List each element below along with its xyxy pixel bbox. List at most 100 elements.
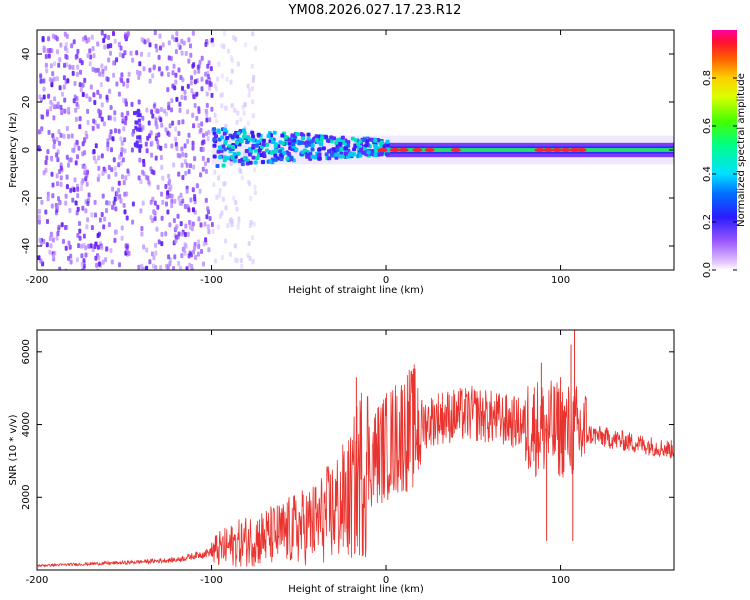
spectrogram-cell xyxy=(219,92,223,98)
spectrogram-cell xyxy=(119,45,123,51)
spectrogram-cell xyxy=(354,138,358,143)
spectrogram-cell xyxy=(55,152,59,158)
spectrogram-cell xyxy=(127,71,131,77)
spectrogram-cell xyxy=(51,237,55,243)
spectrogram-cell xyxy=(221,144,226,149)
spectrogram-cell xyxy=(92,118,96,124)
spectrogram-cell xyxy=(107,165,111,170)
spectrogram-cell xyxy=(71,65,75,70)
spectrogram-cell xyxy=(165,65,169,71)
spectrogram-cell xyxy=(117,91,121,97)
x-tick-label: -100 xyxy=(200,275,223,286)
spectrogram-cell xyxy=(111,136,115,142)
spectrogram-cell xyxy=(112,72,116,78)
spectrogram-cell xyxy=(49,243,53,249)
spectrogram-cell xyxy=(205,91,209,97)
spectrogram-cell xyxy=(149,130,153,136)
spectrogram-cell xyxy=(59,132,63,138)
spectrogram-cell xyxy=(78,228,82,234)
spectrogram-cell xyxy=(158,33,162,39)
spectrogram-cell xyxy=(249,195,253,201)
spectrogram-cell xyxy=(193,103,197,108)
spectral-peak xyxy=(534,148,545,152)
spectrogram-cell xyxy=(205,214,209,220)
spectrogram-cell xyxy=(189,163,192,169)
spectrogram-cell xyxy=(148,67,152,73)
spectrogram-cell xyxy=(95,262,99,268)
spectrogram-cell xyxy=(167,101,171,107)
spectrogram-cell xyxy=(136,113,140,118)
spectrogram-cell xyxy=(155,226,159,232)
spectrogram-cell xyxy=(254,45,258,51)
spectrogram-cell xyxy=(65,154,69,160)
spectrogram-cell xyxy=(41,114,45,120)
spectrogram-cell xyxy=(185,188,189,194)
spectral-peak xyxy=(424,148,435,152)
spectrogram-cell xyxy=(65,184,69,190)
spectrogram-cell xyxy=(287,137,292,142)
spectrogram-cell xyxy=(217,175,221,181)
spectrogram-cell xyxy=(234,257,238,263)
spectral-peak xyxy=(398,148,409,152)
spectrogram-cell xyxy=(280,133,285,138)
spectrogram-cell xyxy=(238,137,243,142)
spectrogram-cell xyxy=(150,109,154,115)
spectrogram-cell xyxy=(202,132,205,138)
spectrogram-cell xyxy=(183,204,187,209)
spectrogram-cell xyxy=(57,196,60,202)
spectrogram-cell xyxy=(115,81,119,87)
spectrogram-cell xyxy=(172,63,176,69)
spectrogram-cell xyxy=(180,162,184,168)
spectrogram-cell xyxy=(117,180,121,186)
spectrogram-cell xyxy=(320,136,325,141)
spectrogram-cell xyxy=(59,104,63,110)
spectrogram-cell xyxy=(137,264,141,270)
spectrogram-cell xyxy=(99,82,103,88)
y-tick-label: -20 xyxy=(21,190,32,206)
spectrogram-cell xyxy=(364,143,369,148)
spectrogram-cell xyxy=(170,193,174,199)
spectrogram-cell xyxy=(206,157,210,163)
spectrogram-cell xyxy=(131,57,135,63)
spectrogram-cell xyxy=(137,118,141,123)
spectrogram-cell xyxy=(81,141,85,147)
spectrogram-cell xyxy=(314,134,319,139)
spectrogram-cell xyxy=(235,119,239,125)
spectrogram-cell xyxy=(101,170,105,176)
spectrogram-cell xyxy=(125,191,129,197)
spectrogram-cell xyxy=(208,117,212,123)
spectrogram-cell xyxy=(137,109,141,114)
spectrogram-cell xyxy=(97,255,101,261)
spectrogram-cell xyxy=(97,165,101,171)
spectrogram-cell xyxy=(126,31,130,37)
spectrogram-cell xyxy=(74,116,78,122)
spectrogram-cell xyxy=(152,209,156,215)
spectrogram-cell xyxy=(237,159,242,163)
spectrogram-cell xyxy=(81,268,85,270)
spectrogram-cell xyxy=(153,30,157,36)
spectrogram-cell xyxy=(74,200,78,206)
spectrogram-cell xyxy=(62,75,66,81)
spectrogram-cell xyxy=(222,181,226,187)
spectrogram-cell xyxy=(248,256,252,261)
spectrogram-cell xyxy=(206,63,210,69)
spectrogram-cell xyxy=(182,40,186,46)
spectrogram-cell xyxy=(83,170,87,176)
spectrogram-cell xyxy=(187,207,191,213)
spectrogram-cell xyxy=(67,240,71,246)
spectrogram-cell xyxy=(122,126,126,132)
spectrogram-cell xyxy=(86,217,90,223)
spectrogram-cell xyxy=(253,184,257,190)
spectrogram-cell xyxy=(240,162,245,167)
spectrogram-cell xyxy=(186,109,190,115)
spectrogram-cell xyxy=(138,70,142,76)
spectrogram-cell xyxy=(56,231,60,237)
spectrogram-cell xyxy=(204,161,207,167)
spectrogram-cell xyxy=(373,138,378,143)
spectrogram-cell xyxy=(150,251,154,257)
spectrogram-cell xyxy=(167,55,171,61)
spectrogram-cell xyxy=(251,138,256,143)
spectrogram-cell xyxy=(86,201,90,206)
spectrogram-cell xyxy=(126,110,130,116)
